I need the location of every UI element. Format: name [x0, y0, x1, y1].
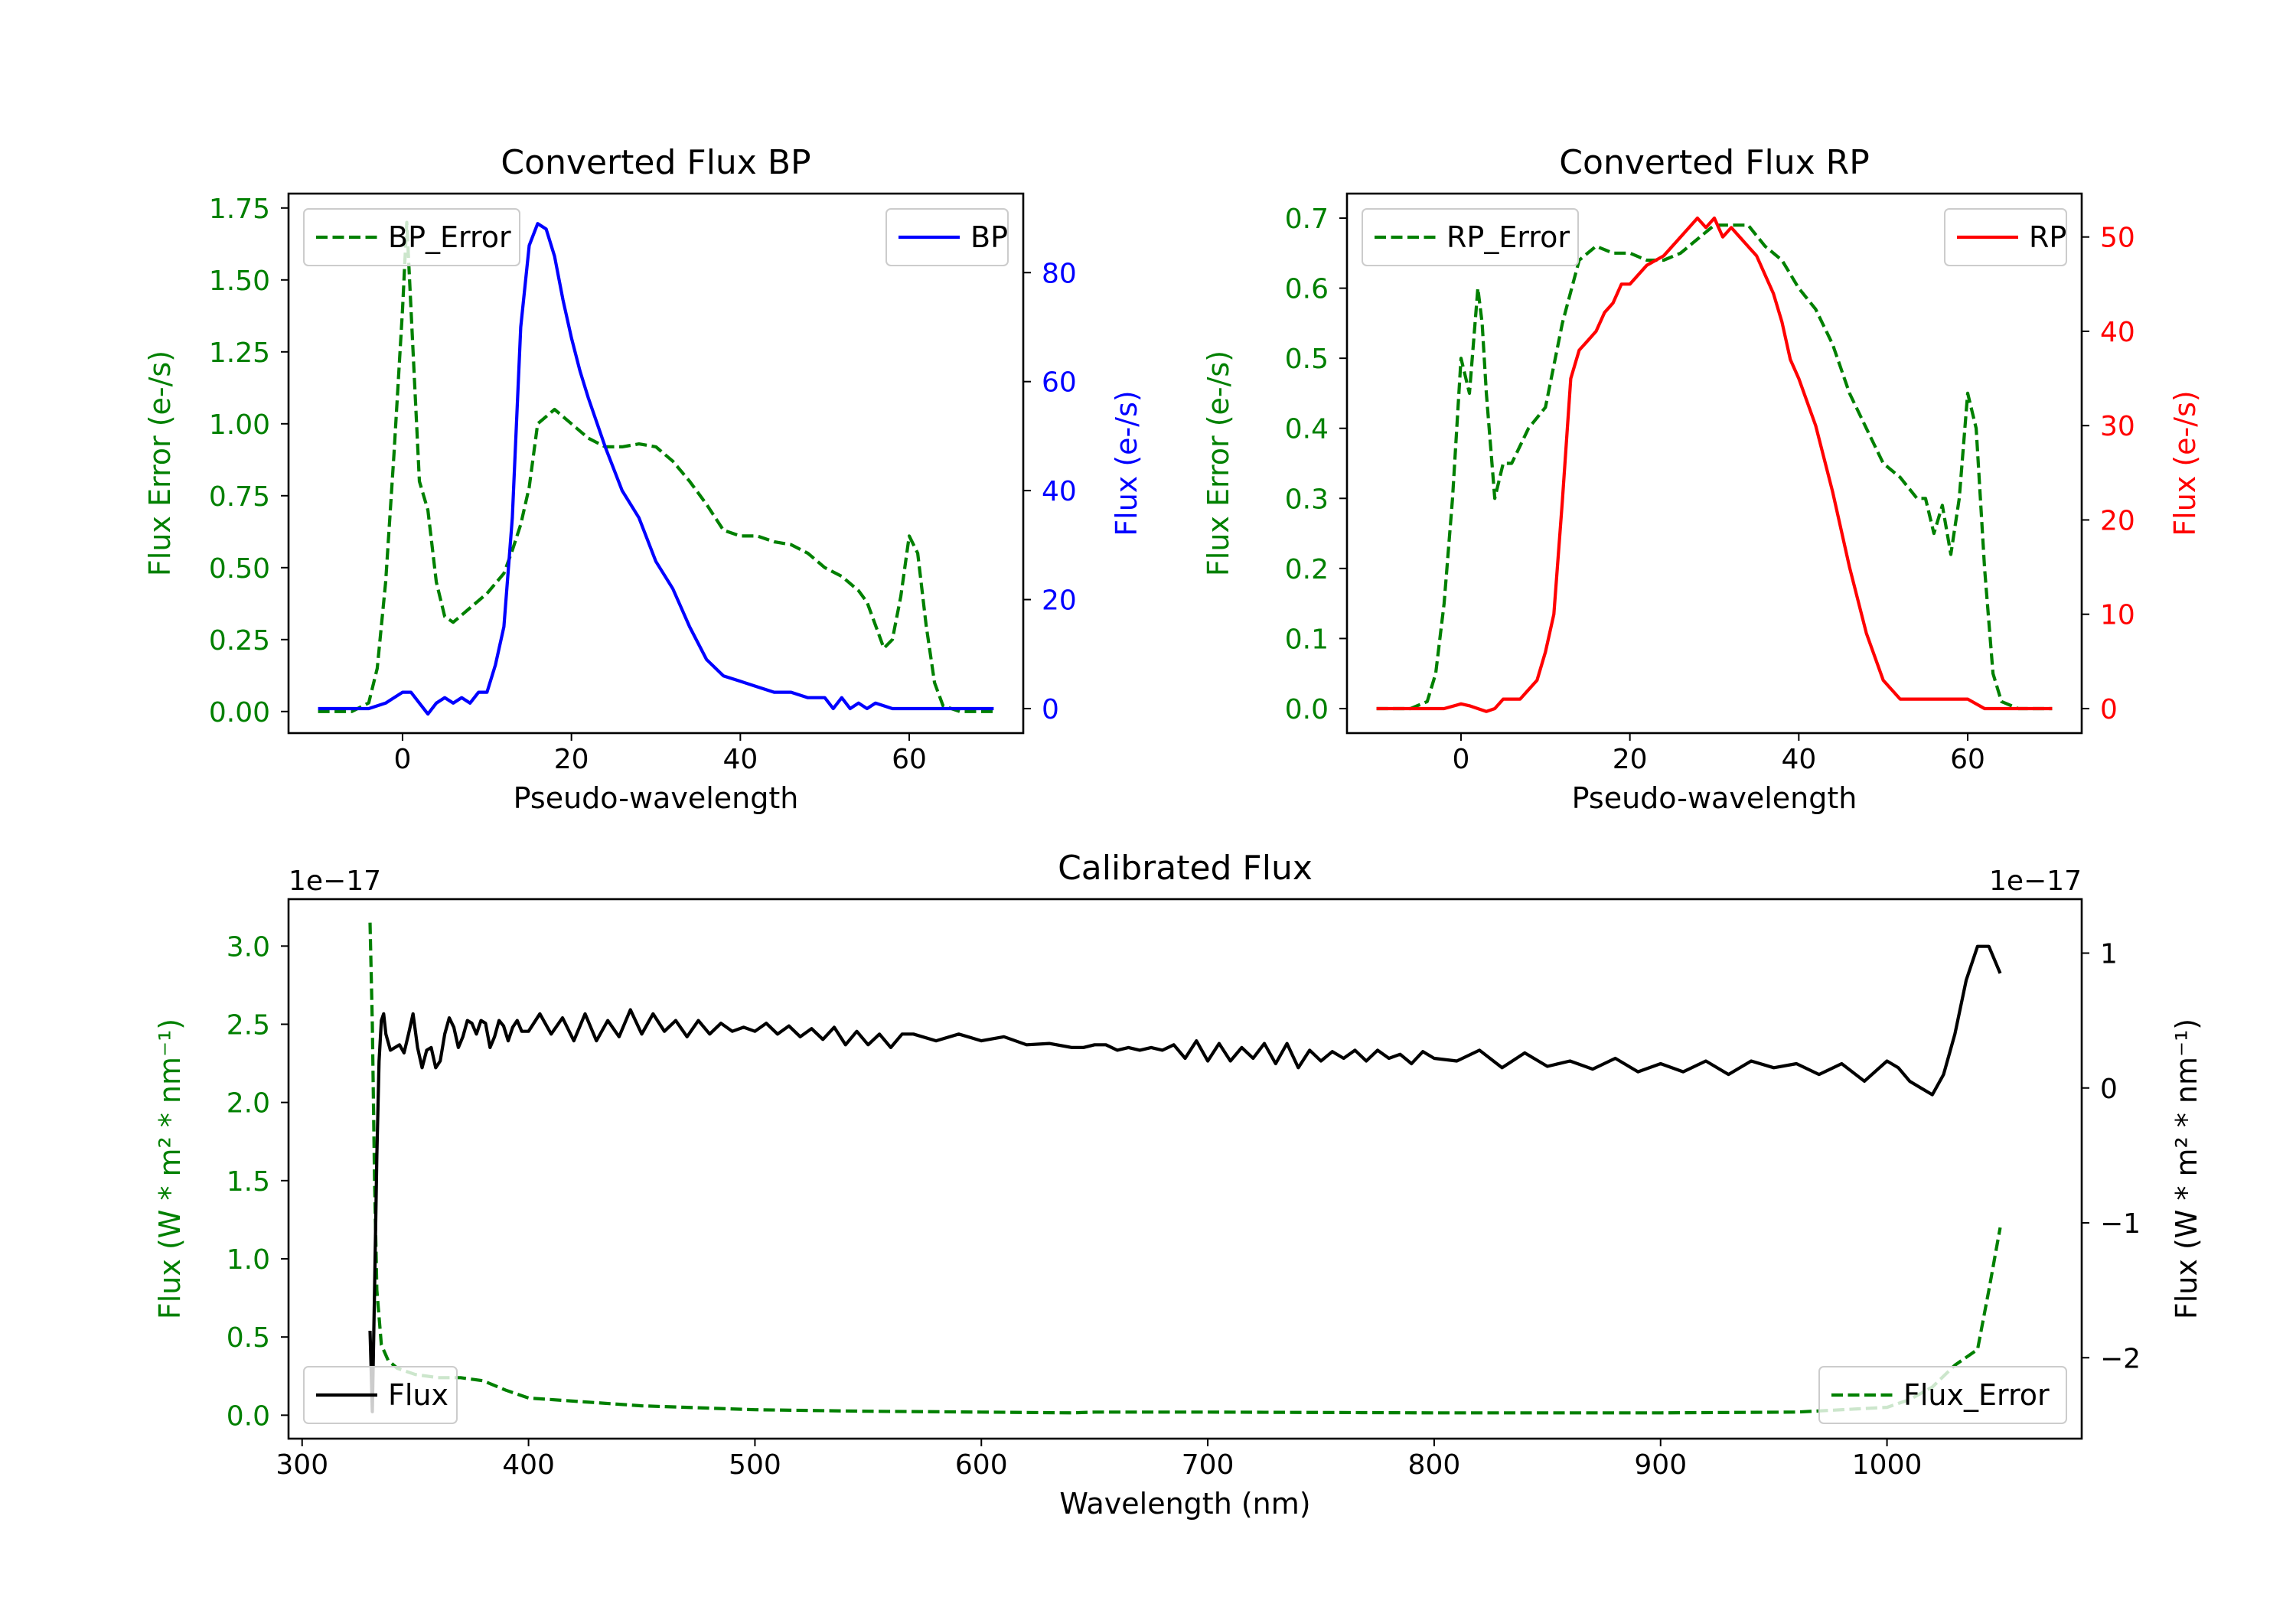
chart-title: Converted Flux RP	[1559, 143, 1870, 182]
legend-label-left: RP_Error	[1446, 220, 1570, 254]
legend-box-left	[1362, 208, 1579, 266]
x-axis-label: Pseudo-wavelength	[514, 781, 799, 815]
y-tick-label-left: 0.25	[209, 625, 270, 657]
axes-frame	[287, 898, 2083, 1440]
x-axis-label: Wavelength (nm)	[1059, 1487, 1310, 1521]
x-tick-label: 700	[1182, 1449, 1234, 1481]
chart-0: 0 20 40 60 0.00 0.25 0.50 0.75 1.00 1.25 1.50 1.75 0…	[143, 143, 1143, 815]
y-tick-label-right: −2	[2100, 1343, 2141, 1374]
y-tick-label-left: 0.5	[227, 1322, 270, 1354]
chart-2: 300 400 500 600 700 800 900 1000 0.0 0.5 1.0 1.5 2.0…	[153, 849, 2203, 1521]
y-tick-label-left: 0.2	[1285, 554, 1329, 585]
y-tick-label-right: 60	[1042, 367, 1077, 399]
y-tick-label-left: 0.7	[1285, 204, 1329, 235]
legend-box-left	[303, 208, 520, 266]
y-tick-label-right: 0	[1042, 694, 1059, 725]
series-line-bp-error	[318, 220, 994, 713]
chart-title: Converted Flux BP	[501, 143, 810, 182]
y-tick-label-left: 0.5	[1285, 344, 1329, 375]
x-tick-label: 300	[276, 1449, 328, 1481]
legend-label-left: Flux	[388, 1378, 448, 1412]
y-tick-label-right: 30	[2100, 411, 2135, 442]
y-tick-label-right: 20	[2100, 505, 2135, 536]
y-tick-label-left: 1.75	[209, 194, 270, 225]
y-axis-label-right: Flux (e-/s)	[2168, 390, 2202, 536]
chart-title: Calibrated Flux	[1058, 849, 1313, 888]
y-axis-label-left: Flux (W * m² * nm⁻¹)	[153, 1019, 187, 1319]
x-tick-label: 20	[554, 744, 589, 775]
y-tick-label-right: 50	[2100, 223, 2135, 254]
y-tick-label-left: 0.50	[209, 553, 270, 585]
x-tick-label: 0	[394, 744, 412, 775]
y-axis-label-left: Flux Error (e-/s)	[1202, 350, 1235, 576]
x-tick-label: 1000	[1852, 1449, 1923, 1481]
series-line-flux	[368, 944, 2002, 1413]
y-tick-label-left: 2.5	[227, 1009, 270, 1041]
x-tick-label: 900	[1634, 1449, 1687, 1481]
chart-1: 0 20 40 60 0.0 0.1 0.2 0.3 0.4 0.5 0.6 0.7 0 10 20 30 40…	[1202, 143, 2202, 815]
x-tick-label: 60	[1950, 744, 1985, 775]
y-tick-label-left: 0.6	[1285, 274, 1329, 305]
y-tick-label-left: 0.00	[209, 697, 270, 729]
legend-label-right: RP	[2029, 220, 2066, 254]
y-tick-label-right: 0	[2100, 1074, 2118, 1105]
series-line-flux-error	[368, 922, 2002, 1415]
offset-text-left: 1e−17	[289, 865, 381, 897]
y-tick-label-left: 2.0	[227, 1088, 270, 1120]
axes-frame	[1345, 192, 2083, 735]
y-axis-label-left: Flux Error (e-/s)	[143, 350, 177, 576]
offset-text-right: 1e−17	[1989, 865, 2082, 897]
x-tick-label: 60	[892, 744, 927, 775]
x-tick-label: 400	[502, 1449, 555, 1481]
axes-frame	[287, 192, 1025, 735]
series-line-rp-error	[1376, 223, 2053, 711]
series-line-bp	[318, 222, 994, 716]
x-tick-label: 20	[1613, 744, 1648, 775]
legend-box-right	[1818, 1366, 2067, 1424]
y-tick-label-left: 1.25	[209, 337, 270, 369]
y-axis-label-right: Flux (e-/s)	[1110, 390, 1143, 536]
y-tick-label-left: 0.3	[1285, 484, 1329, 515]
y-tick-label-left: 1.5	[227, 1166, 270, 1198]
x-tick-label: 500	[729, 1449, 781, 1481]
x-tick-label: 0	[1453, 744, 1470, 775]
y-tick-label-right: 1	[2100, 939, 2118, 970]
y-tick-label-left: 1.50	[209, 266, 270, 297]
x-tick-label: 800	[1408, 1449, 1461, 1481]
y-tick-label-right: −1	[2100, 1208, 2141, 1240]
x-tick-label: 600	[955, 1449, 1008, 1481]
legend-box-left	[303, 1366, 458, 1424]
y-tick-label-left: 1.0	[227, 1244, 270, 1276]
y-tick-label-left: 0.0	[227, 1400, 270, 1432]
y-axis-label-right: Flux (W * m² * nm⁻¹)	[2170, 1019, 2203, 1319]
y-tick-label-right: 80	[1042, 258, 1077, 289]
y-tick-label-left: 0.0	[1285, 694, 1329, 725]
y-tick-label-left: 0.75	[209, 481, 270, 513]
y-tick-label-right: 10	[2100, 600, 2135, 631]
y-tick-label-left: 3.0	[227, 931, 270, 963]
legend-label-right: BP	[970, 220, 1008, 254]
y-tick-label-left: 1.00	[209, 409, 270, 441]
y-tick-label-right: 40	[2100, 317, 2135, 348]
x-tick-label: 40	[722, 744, 758, 775]
x-axis-label: Pseudo-wavelength	[1572, 781, 1857, 815]
y-tick-label-left: 0.4	[1285, 414, 1329, 445]
x-tick-label: 40	[1781, 744, 1816, 775]
series-line-rp	[1376, 216, 2053, 713]
y-tick-label-right: 40	[1042, 476, 1077, 507]
y-tick-label-right: 0	[2100, 694, 2118, 725]
y-tick-label-left: 0.1	[1285, 624, 1329, 655]
legend-label-left: BP_Error	[388, 220, 511, 254]
legend-label-right: Flux_Error	[1903, 1378, 2050, 1412]
y-tick-label-right: 20	[1042, 585, 1077, 617]
